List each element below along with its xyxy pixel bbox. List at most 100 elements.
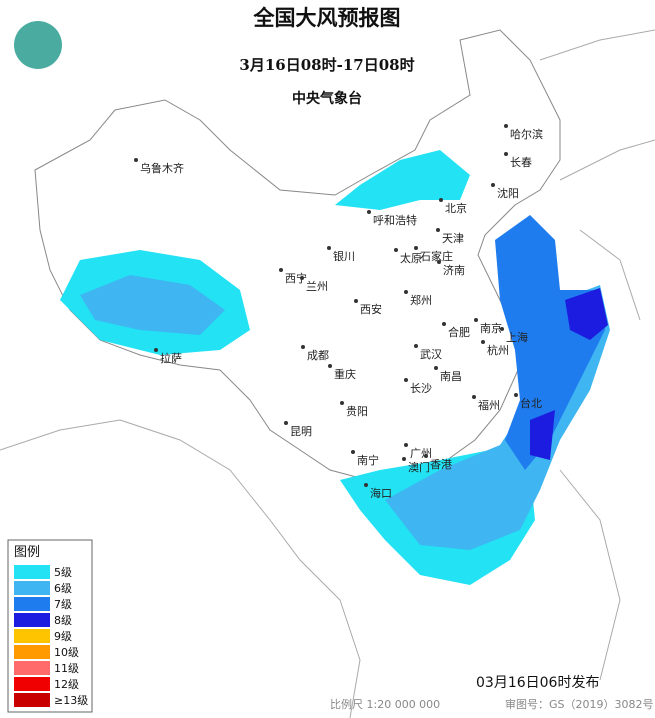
- city-label: 沈阳: [497, 186, 519, 200]
- city-dot: [491, 183, 495, 187]
- city-dot: [500, 327, 504, 331]
- city-dot: [504, 124, 508, 128]
- city-dot: [300, 276, 304, 280]
- city-label: 重庆: [334, 367, 356, 381]
- city-dot: [424, 454, 428, 458]
- city-label: 哈尔滨: [510, 127, 543, 141]
- wind-area: [335, 150, 470, 210]
- legend-label: 11级: [54, 662, 79, 675]
- city-label: 海口: [370, 486, 392, 500]
- city-label: 太原: [400, 252, 422, 265]
- legend-swatch: [14, 597, 50, 611]
- city-label: 合肥: [448, 325, 470, 339]
- city-dot: [436, 228, 440, 232]
- logo: [14, 21, 62, 69]
- neighbors: [0, 29, 655, 718]
- city-label: 昆明: [290, 425, 312, 438]
- city-dot: [340, 401, 344, 405]
- legend-swatch: [14, 661, 50, 675]
- legend-label: 10级: [54, 646, 79, 659]
- legend-label: 5级: [54, 566, 72, 579]
- city-label: 澳门: [408, 460, 430, 474]
- city-dot: [367, 210, 371, 214]
- city-label: 乌鲁木齐: [140, 161, 184, 175]
- city-label: 北京: [445, 201, 467, 215]
- legend-swatch: [14, 565, 50, 579]
- city-label: 西宁: [285, 271, 307, 285]
- subtitle: 3月16日08时-17日08时: [239, 56, 414, 74]
- wind-area: [530, 288, 608, 460]
- legend-label: 6级: [54, 582, 72, 595]
- city-dot: [328, 364, 332, 368]
- city-dot: [354, 299, 358, 303]
- city-dot: [351, 450, 355, 454]
- city-label: 香港: [430, 458, 452, 471]
- city-label: 福州: [478, 398, 500, 412]
- city-label: 贵阳: [346, 405, 368, 418]
- city-dot: [414, 344, 418, 348]
- city-label: 上海: [506, 330, 528, 344]
- city-label: 拉萨: [160, 351, 182, 365]
- city-dot: [394, 248, 398, 252]
- city-dot: [404, 290, 408, 294]
- city-label: 成都: [307, 349, 329, 362]
- city-dot: [154, 348, 158, 352]
- legend-swatch: [14, 693, 50, 707]
- city-label: 天津: [442, 232, 464, 245]
- city-label: 西安: [360, 302, 382, 316]
- city-dot: [327, 246, 331, 250]
- city-dot: [442, 322, 446, 326]
- legend-label: 9级: [54, 630, 72, 643]
- agency: 中央气象台: [292, 90, 362, 107]
- city-label: 南京: [480, 321, 502, 335]
- city-dot: [284, 421, 288, 425]
- city-dot: [514, 393, 518, 397]
- wind-areas: [60, 150, 610, 585]
- city-label: 台北: [520, 396, 542, 410]
- issued-time: 03月16日06时发布: [476, 675, 599, 691]
- city-dot: [472, 395, 476, 399]
- city-label: 济南: [443, 263, 465, 277]
- city-label: 石家庄: [420, 249, 453, 263]
- city-dot: [437, 260, 441, 264]
- city-dot: [474, 318, 478, 322]
- city-label: 长春: [510, 156, 532, 169]
- city-label: 呼和浩特: [373, 213, 417, 227]
- city-dot: [301, 345, 305, 349]
- city-dot: [404, 378, 408, 382]
- legend-label: 12级: [54, 678, 79, 691]
- city-label: 长沙: [410, 382, 432, 395]
- city-dot: [402, 457, 406, 461]
- city-dot: [504, 152, 508, 156]
- legend-label: 8级: [54, 614, 72, 627]
- city-dot: [439, 198, 443, 202]
- map-number: 审图号：GS（2019）3082号: [505, 697, 654, 711]
- legend-swatch: [14, 645, 50, 659]
- city-label: 南昌: [440, 370, 462, 383]
- city-dot: [434, 366, 438, 370]
- city-dot: [481, 340, 485, 344]
- city-label: 武汉: [420, 348, 442, 361]
- legend-label: ≥13级: [54, 694, 88, 707]
- city-label: 郑州: [410, 293, 432, 307]
- city-dot: [134, 158, 138, 162]
- china-outline: [34, 29, 561, 481]
- scale: 比例尺 1:20 000 000: [330, 697, 440, 711]
- city-label: 南宁: [357, 453, 379, 467]
- city-dot: [364, 483, 368, 487]
- wind-area: [495, 215, 605, 470]
- city-dot: [404, 443, 408, 447]
- title: 全国大风预报图: [253, 6, 401, 30]
- wind-area: [80, 275, 225, 335]
- city-dot: [279, 268, 283, 272]
- city-label: 杭州: [487, 343, 509, 357]
- legend-swatch: [14, 677, 50, 691]
- legend-swatch: [14, 581, 50, 595]
- legend-label: 7级: [54, 598, 72, 611]
- legend-title: 图例: [14, 545, 40, 560]
- city-dot: [414, 246, 418, 250]
- legend: 图例 5级 6级 7级 8级 9级 10级 11级 12级 ≥13级: [7, 539, 93, 713]
- city-label: 兰州: [306, 280, 328, 293]
